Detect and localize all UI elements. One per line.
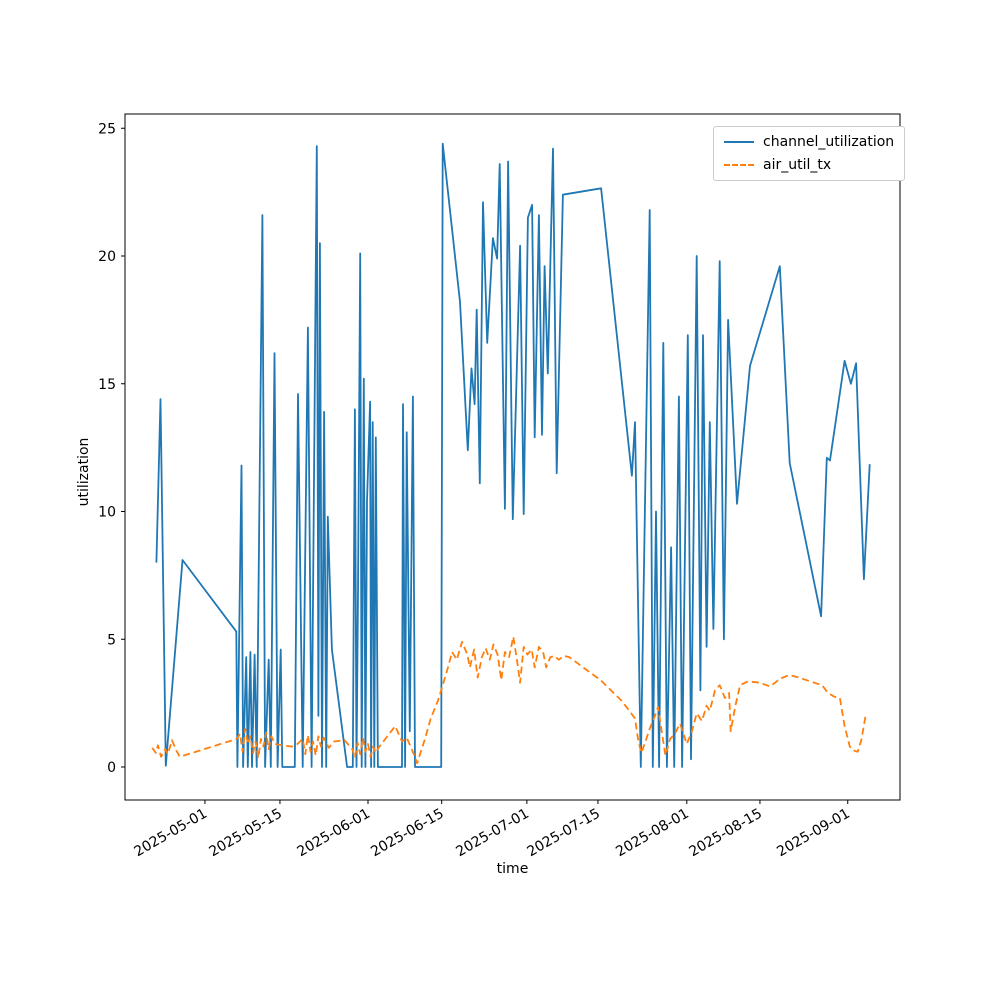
y-tick-label-0: 0 [107, 760, 116, 776]
legend-label-air-util-tx: air_util_tx [763, 157, 832, 173]
x-tick-label-3: 2025-06-15 [368, 806, 446, 861]
x-tick-label-6: 2025-08-01 [613, 806, 691, 861]
x-tick-label-5: 2025-07-15 [524, 806, 602, 861]
series-line-channel_utilization [155, 142, 871, 768]
y-tick-label-2: 10 [98, 505, 116, 521]
x-axis-label: time [497, 861, 529, 877]
y-axis-label: utilization [76, 438, 92, 507]
x-tick-label-8: 2025-09-01 [774, 806, 852, 861]
legend-entry-channel-utilization: channel_utilization [724, 134, 894, 150]
legend-solid-line-sample [724, 141, 754, 143]
legend-dashed-line-sample [724, 164, 754, 166]
x-tick-label-0: 2025-05-01 [131, 806, 209, 861]
legend-entry-air-util-tx: air_util_tx [724, 157, 894, 173]
x-tick-label-2: 2025-06-01 [295, 806, 373, 861]
legend: channel_utilization air_util_tx [713, 126, 906, 181]
x-tick-label-4: 2025-07-01 [453, 806, 531, 861]
legend-label-channel-utilization: channel_utilization [763, 134, 895, 150]
series-line-air_util_tx [151, 635, 867, 765]
axes-frame [124, 113, 901, 801]
y-tick-label-5: 25 [98, 121, 116, 137]
y-tick-label-4: 20 [98, 249, 116, 265]
x-tick-label-7: 2025-08-15 [686, 806, 764, 861]
x-tick-label-1: 2025-05-15 [206, 806, 284, 861]
y-tick-label-1: 5 [107, 632, 116, 648]
y-tick-label-3: 15 [98, 377, 116, 393]
